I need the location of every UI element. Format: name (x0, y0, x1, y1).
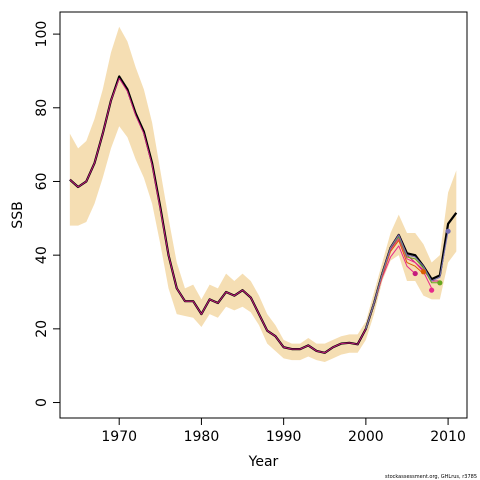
endpoint-marker (437, 280, 443, 286)
series-lines (69, 75, 458, 354)
x-tick-label: 1980 (184, 429, 220, 445)
y-tick-label: 20 (34, 320, 50, 338)
y-axis: 0 20 40 60 80 100 (34, 21, 60, 407)
y-tick-label: 100 (34, 21, 50, 48)
confidence-band-area (69, 26, 457, 363)
endpoint-marker (445, 228, 451, 234)
x-tick-label: 1970 (101, 429, 137, 445)
x-tick-label: 2010 (430, 429, 466, 445)
y-tick-label: 0 (34, 398, 50, 407)
y-axis-title: SSB (10, 201, 26, 228)
x-tick-label: 2000 (348, 429, 384, 445)
x-axis-title: Year (248, 454, 279, 470)
endpoint-markers (412, 228, 451, 293)
endpoint-marker (429, 287, 435, 293)
confidence-band (69, 26, 457, 363)
y-tick-label: 40 (34, 246, 50, 264)
series-line-retro-6 (365, 231, 449, 329)
y-tick-label: 80 (34, 99, 50, 117)
plot-frame (59, 11, 468, 419)
x-tick-label: 1990 (266, 429, 302, 445)
credit-text: stockassessment.org, GHLrus, r3785 (385, 474, 477, 480)
endpoint-marker (420, 269, 427, 275)
x-axis: 1970 1980 1990 2000 2010 (101, 418, 466, 445)
y-tick-label: 60 (34, 173, 50, 191)
endpoint-marker (412, 270, 418, 277)
